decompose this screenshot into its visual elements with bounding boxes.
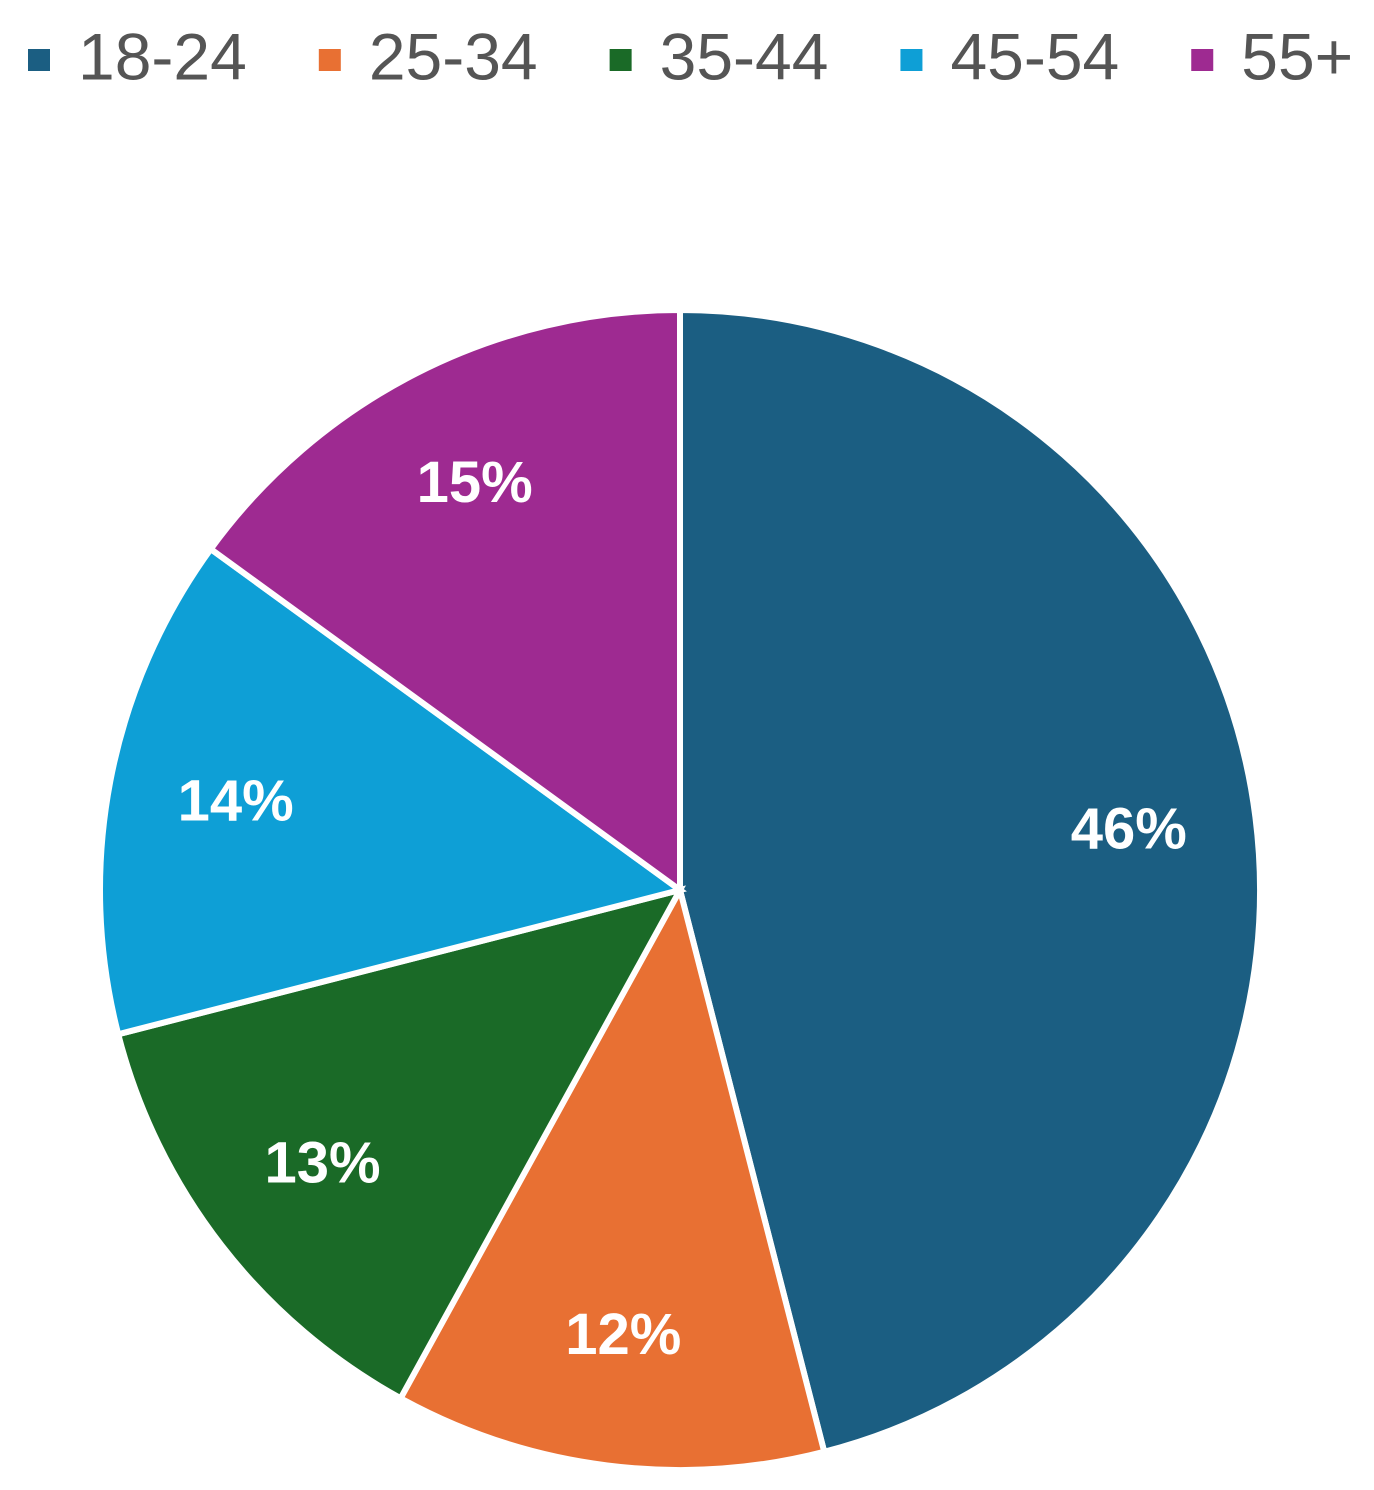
legend-label: 55+ xyxy=(1241,19,1353,93)
slice-label: 12% xyxy=(565,1302,681,1367)
slice-label: 15% xyxy=(417,450,533,515)
pie-slice xyxy=(206,306,683,896)
legend-swatch xyxy=(1191,49,1214,71)
legend-label: 45-54 xyxy=(950,19,1119,93)
pie-slice xyxy=(114,885,686,1403)
slice-label: 14% xyxy=(178,769,294,834)
slice-label: 46% xyxy=(1071,797,1187,862)
slice-label: 13% xyxy=(264,1131,380,1196)
legend-swatch xyxy=(900,49,923,71)
legend-swatch xyxy=(609,49,632,71)
legend-label: 35-44 xyxy=(660,19,829,93)
legend-swatch xyxy=(318,49,341,71)
pie-slice xyxy=(677,306,1263,1456)
legend-label: 18-24 xyxy=(78,19,247,93)
legend-label: 25-34 xyxy=(369,19,538,93)
pie-slice xyxy=(97,544,687,1038)
pie-slice xyxy=(396,881,828,1473)
legend-swatch xyxy=(28,49,50,71)
